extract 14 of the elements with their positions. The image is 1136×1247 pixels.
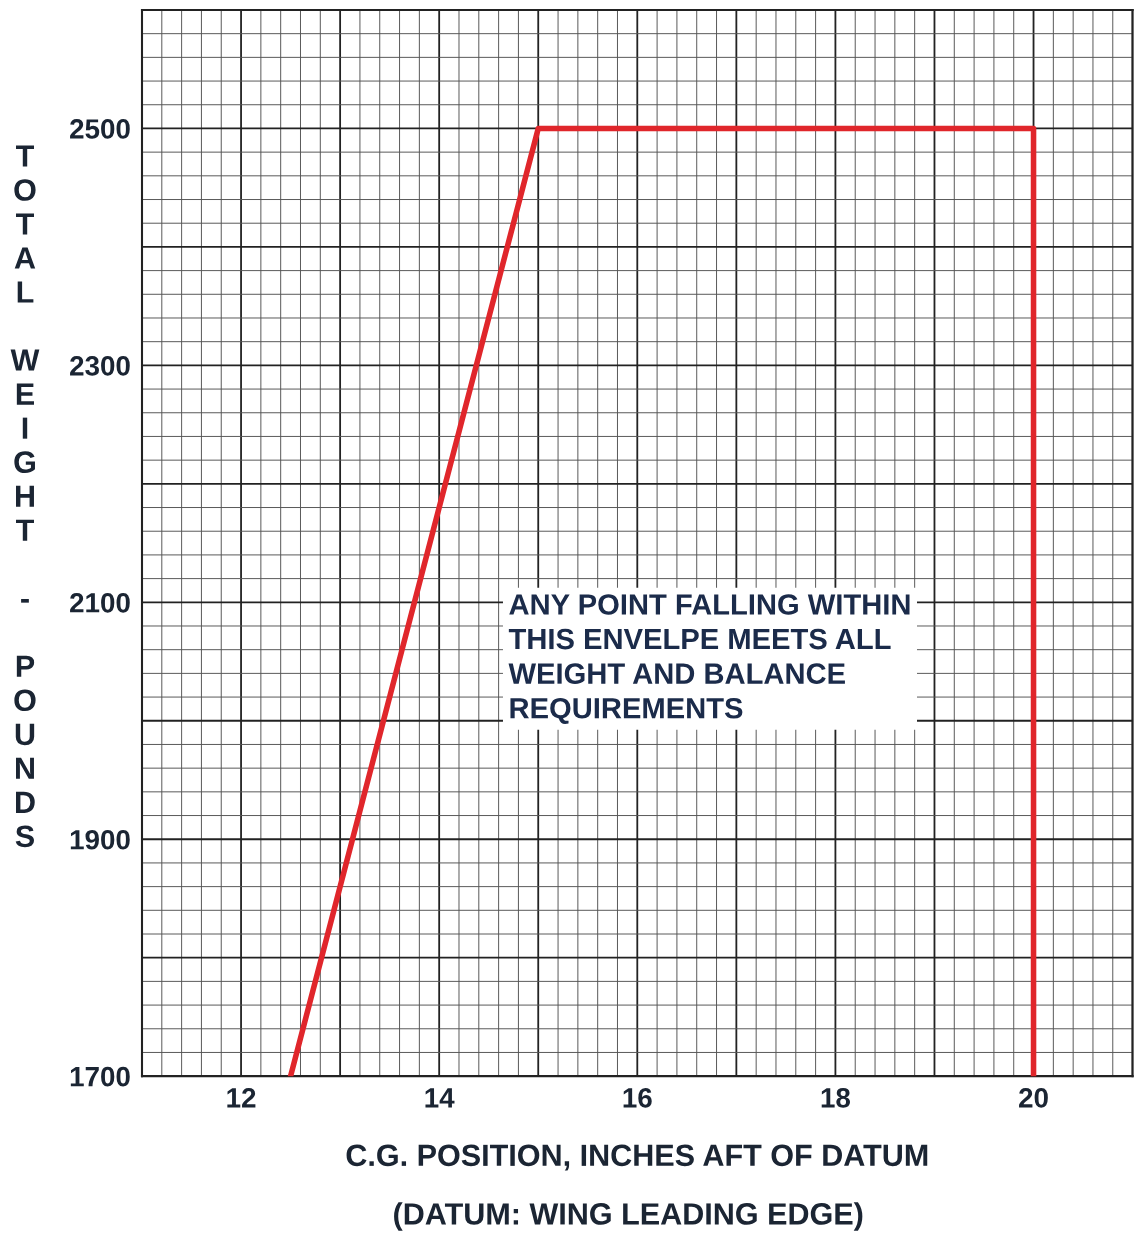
y-tick-label: 2300 (70, 356, 130, 376)
x-axis-title: C.G. POSITION, INCHES AFT OF DATUM (346, 1144, 928, 1171)
y-tick-label: 2500 (70, 119, 130, 139)
x-tick-label: 14 (425, 1088, 455, 1108)
y-tick-label: 2100 (70, 592, 130, 613)
y-tick-label: 1900 (70, 829, 130, 850)
x-tick-label: 16 (623, 1088, 652, 1108)
y-tick-label: 1700 (70, 1066, 130, 1087)
text: TOTAL WEIGHT - POUNDS (10, 145, 40, 848)
x-tick-label: 20 (1019, 1088, 1048, 1108)
annotation: ANY POINT FALLING WITHIN THIS ENVELPE MEETS ALL WEIGHT AND BALANCE REQUIREMENTS (508, 594, 910, 725)
x-tick-label: 18 (821, 1088, 851, 1108)
x-tick-label: 12 (227, 1088, 256, 1108)
text: (DATUM: WING LEADING EDGE) (394, 1202, 863, 1231)
